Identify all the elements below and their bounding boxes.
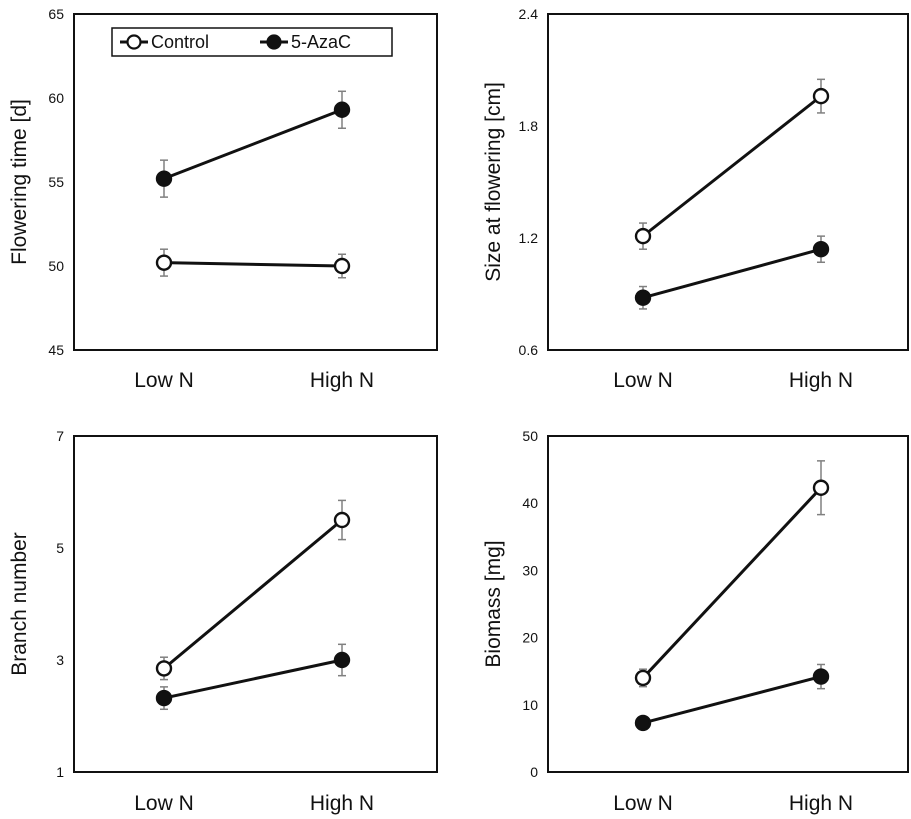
y-tick-label: 1: [56, 764, 64, 780]
data-point-azac: [634, 714, 652, 732]
y-tick-label: 10: [522, 697, 538, 713]
data-point-control: [812, 87, 830, 105]
y-tick-label: 2.4: [519, 6, 539, 22]
series-line-control: [641, 486, 823, 679]
data-point-control: [155, 254, 173, 271]
legend-label-control: Control: [151, 32, 209, 52]
data-point-azac: [155, 170, 173, 187]
x-tick-label: Low N: [613, 369, 673, 392]
panel-biomass: Biomass [mg] 0 10 20 30 40 50 Low N High N: [482, 428, 909, 815]
legend-box: [111, 27, 393, 57]
series-line-azac: [163, 658, 343, 700]
y-tick-label: 65: [48, 6, 64, 22]
data-point-control: [812, 479, 830, 496]
series-line-azac: [163, 108, 343, 181]
series-line-control: [163, 518, 343, 670]
data-point-azac: [812, 240, 830, 258]
y-axis-label: Biomass [mg]: [482, 540, 505, 667]
x-tick-label: High N: [789, 792, 853, 815]
plot-frame: [73, 13, 438, 351]
y-tick-label: 55: [48, 174, 64, 190]
y-tick-label: 60: [48, 90, 64, 106]
plot-frame: [73, 435, 438, 773]
x-tick-label: Low N: [134, 792, 194, 815]
y-tick-label: 50: [48, 258, 64, 274]
y-axis-label: Branch number: [8, 532, 31, 676]
data-point-azac: [812, 668, 830, 685]
y-tick-label: 0.6: [519, 342, 539, 358]
data-point-control: [634, 669, 652, 687]
y-tick-label: 1.2: [519, 230, 539, 246]
y-tick-label: 3: [56, 652, 64, 668]
legend-marker-control: [126, 34, 142, 50]
data-point-azac: [634, 289, 652, 306]
x-tick-label: Low N: [613, 792, 673, 815]
y-tick-label: 50: [522, 428, 538, 444]
data-point-azac: [155, 689, 173, 707]
x-tick-label: Low N: [134, 369, 194, 392]
series-line-control: [163, 261, 343, 268]
y-tick-label: 20: [522, 630, 538, 646]
y-axis-label: Flowering time [d]: [8, 99, 31, 265]
x-tick-label: High N: [310, 369, 374, 392]
data-point-azac: [333, 101, 351, 118]
legend-label-azac: 5-AzaC: [291, 32, 351, 52]
data-point-azac: [333, 651, 351, 669]
data-point-control: [333, 511, 351, 529]
data-point-control: [155, 660, 173, 677]
y-axis-label: Size at flowering [cm]: [482, 82, 505, 282]
y-tick-label: 40: [522, 495, 538, 511]
series-line-control: [642, 94, 822, 238]
panel-branch-number: Branch number 1 3 5 7 Low N High N: [8, 428, 438, 815]
y-tick-label: 30: [522, 562, 538, 578]
y-tick-label: 5: [56, 540, 64, 556]
legend-marker-azac: [266, 34, 282, 50]
data-point-control: [333, 257, 351, 275]
panel-flowering-time: Flowering time [d] 45 50 55 60 65 Low N High…: [8, 6, 438, 392]
panel-size-at-flowering: Size at flowering [cm] 0.6 1.2 1.8 2.4 Low …: [482, 6, 909, 392]
x-tick-label: High N: [789, 369, 853, 392]
data-point-control: [634, 227, 652, 245]
series-line-azac: [642, 247, 822, 300]
plot-frame: [547, 13, 909, 351]
y-tick-label: 45: [48, 342, 64, 358]
plot-frame: [547, 435, 909, 773]
series-line-azac: [642, 675, 822, 725]
legend: Control 5-AzaC: [111, 27, 393, 57]
y-tick-label: 1.8: [519, 118, 539, 134]
y-tick-label: 0: [530, 764, 538, 780]
y-tick-label: 7: [56, 428, 64, 444]
x-tick-label: High N: [310, 792, 374, 815]
